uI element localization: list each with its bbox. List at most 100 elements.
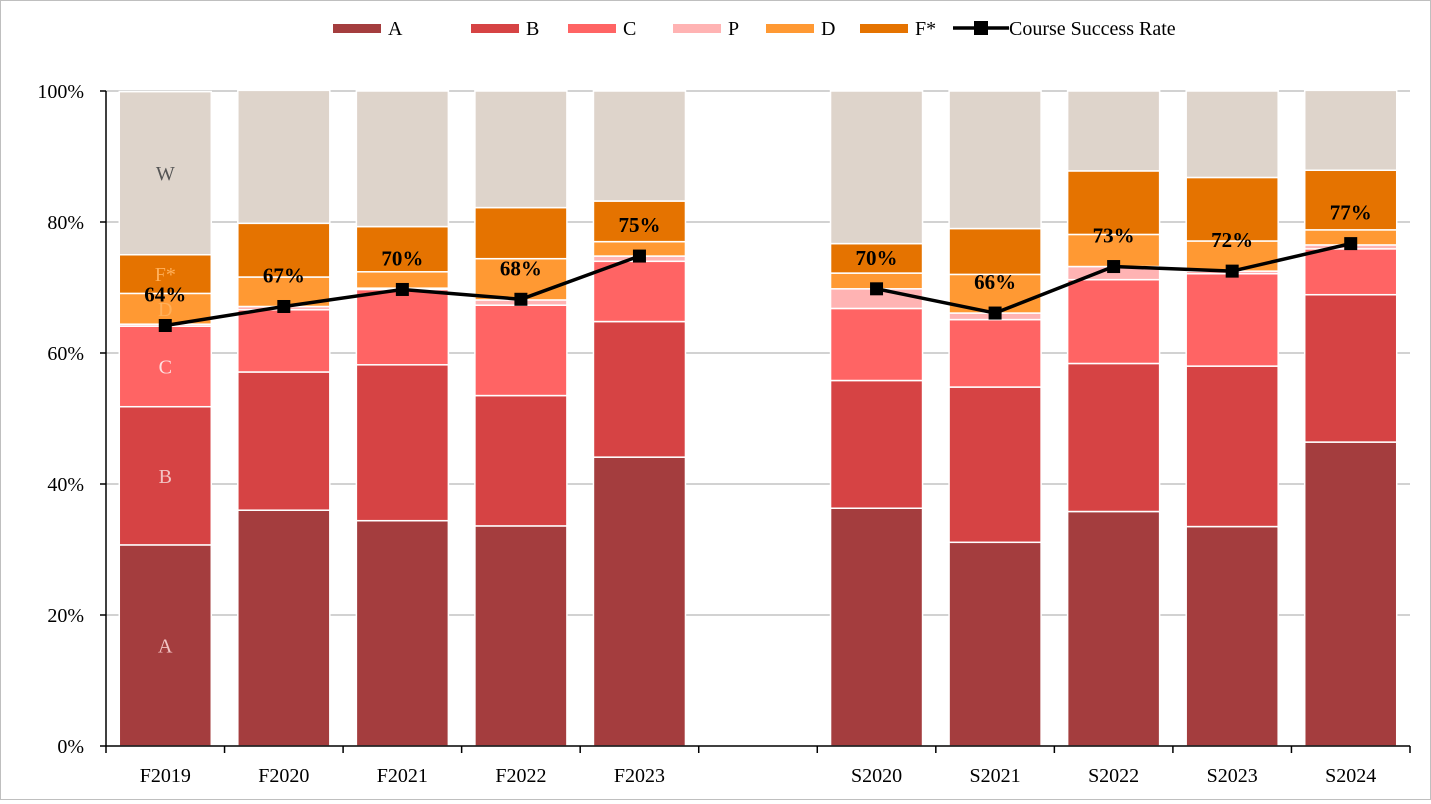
x-tick-label-f2020: F2020: [258, 765, 309, 787]
legend-c-label: C: [623, 18, 636, 40]
y-tick-label-0: 0%: [57, 736, 84, 758]
bar-s2022-w: [1066, 90, 1161, 172]
x-tick-label-f2022: F2022: [495, 765, 546, 787]
bar-s2021-c: [948, 318, 1042, 388]
success-rate-label-s2022: 73%: [1093, 224, 1135, 248]
bar-s2020-c: [829, 307, 924, 382]
bar-s2020-a: [829, 507, 924, 747]
segment-label-d: D: [158, 299, 172, 321]
y-tick-label-80: 80%: [47, 212, 84, 234]
bar-s2024-a: [1303, 441, 1398, 747]
y-tick-label-100: 100%: [37, 81, 84, 103]
x-tick-label-f2019: F2019: [140, 765, 191, 787]
legend-fstar-label: F*: [915, 18, 936, 40]
legend-fstar-swatch: [860, 24, 908, 33]
x-tick-label-s2023: S2023: [1207, 765, 1258, 787]
success-rate-label-s2021: 66%: [974, 270, 1016, 294]
legend-d-label: D: [821, 18, 835, 40]
bar-f2021-b: [355, 364, 450, 522]
bar-s2020-b: [829, 379, 924, 509]
success-rate-marker-f2019: [158, 318, 172, 332]
bar-s2023-w: [1185, 90, 1279, 179]
bar-f2021-w: [355, 90, 450, 228]
success-rate-label-s2024: 77%: [1330, 201, 1372, 225]
legend-course-success-rate-marker: [974, 21, 988, 35]
segment-label-b: B: [159, 466, 172, 488]
axes: 0% 20% 40% 60% 80% 100% F2019 F2020 F2021 F2022 F2…: [37, 81, 1411, 787]
y-tick-label-60: 60%: [47, 343, 84, 365]
bar-f2023-fstar: [592, 200, 687, 243]
success-rate-marker-s2021: [988, 306, 1002, 320]
success-rate-label-f2022: 68%: [500, 256, 542, 280]
segment-label-w: W: [156, 163, 175, 185]
bar-s2021-fstar: [948, 227, 1042, 276]
bar-s2022-fstar: [1066, 170, 1161, 236]
x-tick-label-s2021: S2021: [970, 765, 1021, 787]
bar-f2020-a: [237, 509, 331, 747]
success-rate-marker-s2022: [1107, 260, 1121, 274]
legend-b-swatch: [471, 24, 519, 33]
bar-f2022-c: [474, 304, 568, 397]
x-tick-label-f2021: F2021: [377, 765, 428, 787]
x-tick-label-s2022: S2022: [1088, 765, 1139, 787]
bar-s2024-c: [1303, 248, 1398, 296]
bar-f2019-b: [118, 405, 213, 546]
success-rate-label-f2021: 70%: [381, 246, 423, 270]
bar-s2020-w: [829, 90, 924, 245]
bar-s2023-b: [1185, 365, 1279, 528]
bar-f2023-c: [592, 260, 687, 323]
success-rate-label-s2023: 72%: [1211, 228, 1253, 252]
success-rate-label-f2019: 64%: [144, 282, 186, 306]
bar-f2022-w: [474, 90, 568, 209]
bar-s2024-b: [1303, 293, 1398, 443]
bar-f2022-b: [474, 394, 568, 527]
legend-p-swatch: [673, 24, 721, 33]
x-tick-label-s2020: S2020: [851, 765, 902, 787]
success-rate-line: 64% 67% 70% 68% 75% 70% 66% 73% 72% 77%: [144, 201, 1372, 332]
bar-f2023-a: [592, 456, 687, 747]
success-rate-marker-s2023: [1225, 264, 1239, 278]
bar-s2022-a: [1066, 510, 1161, 747]
bar-s2023-fstar: [1185, 176, 1279, 242]
x-tick-label-s2024: S2024: [1325, 765, 1376, 787]
segment-label-fstar: F*: [155, 264, 176, 286]
legend-course-success-rate-label: Course Success Rate: [1009, 18, 1176, 40]
bar-s2024-w: [1303, 89, 1398, 172]
success-rate-label-f2020: 67%: [263, 263, 305, 287]
bar-s2021-a: [948, 541, 1042, 747]
segment-label-c: C: [159, 356, 172, 378]
bar-f2021-c: [355, 288, 450, 366]
legend-c-swatch: [568, 24, 616, 33]
segment-label-a: A: [158, 635, 173, 657]
bar-f2019-fstar: [118, 254, 213, 295]
bar-f2022-a: [474, 525, 568, 747]
bar-s2023-c: [1185, 272, 1279, 367]
success-rate-label-s2020: 70%: [856, 246, 898, 270]
bar-f2023-b: [592, 320, 687, 458]
success-rate-marker-s2024: [1344, 237, 1358, 251]
bar-s2022-c: [1066, 278, 1161, 365]
bar-s2021-b: [948, 386, 1042, 544]
success-rate-marker-s2020: [870, 282, 884, 296]
legend-b-label: B: [526, 18, 539, 40]
bar-f2022-fstar: [474, 206, 568, 260]
legend-p-label: P: [728, 18, 739, 40]
bar-f2020-w: [237, 89, 331, 225]
legend-a-label: A: [388, 18, 403, 40]
bar-f2019-a: [118, 544, 213, 747]
success-rate-marker-f2022: [514, 292, 528, 306]
bar-s2023-a: [1185, 525, 1279, 747]
bar-s2022-b: [1066, 362, 1161, 513]
x-tick-label-f2023: F2023: [614, 765, 665, 787]
bars: [118, 89, 1398, 747]
bar-f2020-c: [237, 309, 331, 373]
bar-f2021-fstar: [355, 225, 450, 273]
success-rate-marker-f2021: [395, 282, 409, 296]
success-rate-marker-f2020: [277, 299, 291, 313]
bar-s2021-w: [948, 90, 1042, 230]
bar-s2024-fstar: [1303, 169, 1398, 231]
success-rate-marker-f2023: [632, 249, 646, 263]
bar-f2023-w: [592, 90, 687, 202]
legend: A B C P D F* Course Success Rate: [333, 18, 1176, 40]
